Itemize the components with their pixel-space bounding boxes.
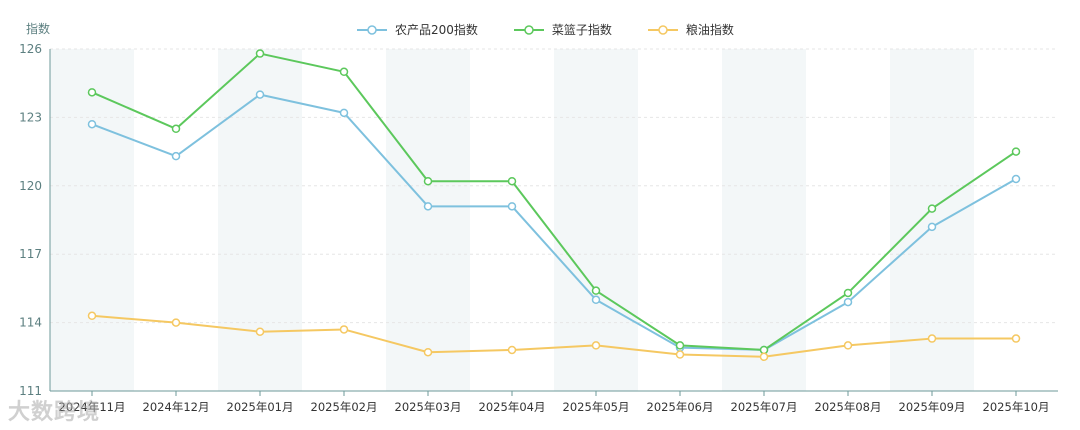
data-point[interactable] [255,49,265,58]
x-tick-label: 2025年09月 [899,400,966,414]
legend-label: 菜篮子指数 [551,23,612,37]
data-point[interactable] [255,90,265,99]
category-band [50,49,134,391]
data-point[interactable] [843,297,853,307]
data-point[interactable] [1011,174,1021,184]
data-point[interactable] [339,108,349,118]
y-tick-label: 111 [19,384,42,398]
x-tick-label: 2024年12月 [143,400,210,414]
data-point[interactable] [759,352,769,362]
data-point[interactable] [927,222,937,232]
x-tick-label: 2025年01月 [227,400,294,414]
data-point[interactable] [423,347,433,357]
data-point[interactable] [339,67,349,77]
legend-line-circle-icon [647,24,678,35]
data-point[interactable] [1011,147,1021,156]
category-band [386,49,470,391]
x-tick-label: 2025年05月 [563,400,630,414]
category-band [554,49,638,391]
data-point[interactable] [591,341,601,350]
data-point[interactable] [507,345,517,355]
legend-label: 农产品200指数 [395,23,478,37]
y-tick-label: 114 [19,316,42,330]
x-tick-label: 2025年03月 [395,400,462,414]
x-tick-label: 2025年10月 [983,400,1050,414]
legend-item[interactable]: 粮油指数 [647,21,734,38]
series-line [91,52,1017,351]
legend-line-circle-icon [357,24,387,35]
data-point[interactable] [507,176,517,186]
series-line [91,93,1017,351]
legend-item[interactable]: 农产品200指数 [357,21,478,38]
data-point[interactable] [591,295,601,305]
data-point[interactable] [927,334,937,343]
data-point[interactable] [255,327,265,336]
data-point[interactable] [675,341,685,350]
category-band [890,49,974,391]
legend-label: 粮油指数 [685,23,734,37]
y-tick-label: 117 [19,247,42,261]
data-point[interactable] [423,202,433,211]
series-1 [87,49,1021,355]
category-band [722,49,806,391]
series-line [91,314,1016,358]
series-2 [87,311,1021,362]
data-point[interactable] [591,286,601,295]
data-point[interactable] [171,151,181,161]
data-point[interactable] [171,318,181,327]
y-axis-title: 指数 [26,22,51,36]
y-tick-label: 123 [19,110,42,124]
data-point[interactable] [87,88,97,97]
data-point[interactable] [1011,334,1021,343]
legend-item[interactable]: 菜篮子指数 [513,21,612,38]
data-point[interactable] [507,202,517,211]
data-point[interactable] [87,119,97,129]
x-tick-label: 2025年02月 [311,400,378,414]
data-point[interactable] [171,124,181,134]
x-tick-label: 2025年07月 [731,400,798,414]
data-point[interactable] [843,288,853,298]
data-point[interactable] [927,204,937,213]
data-point[interactable] [339,325,349,334]
data-point[interactable] [759,345,769,355]
x-tick-label: 2025年08月 [815,400,882,414]
data-point[interactable] [675,350,685,359]
x-tick-label: 2025年06月 [647,400,714,414]
data-point[interactable] [843,341,853,350]
x-tick-label: 2025年04月 [479,400,546,414]
legend-line-circle-icon [513,24,544,35]
legend: 农产品200指数 菜篮子指数 粮油指数 [357,21,770,38]
y-tick-label: 120 [19,179,42,193]
x-tick-label: 2024年11月 [59,400,126,414]
data-point[interactable] [423,176,433,186]
data-point[interactable] [87,311,97,321]
y-tick-label: 126 [19,42,42,56]
